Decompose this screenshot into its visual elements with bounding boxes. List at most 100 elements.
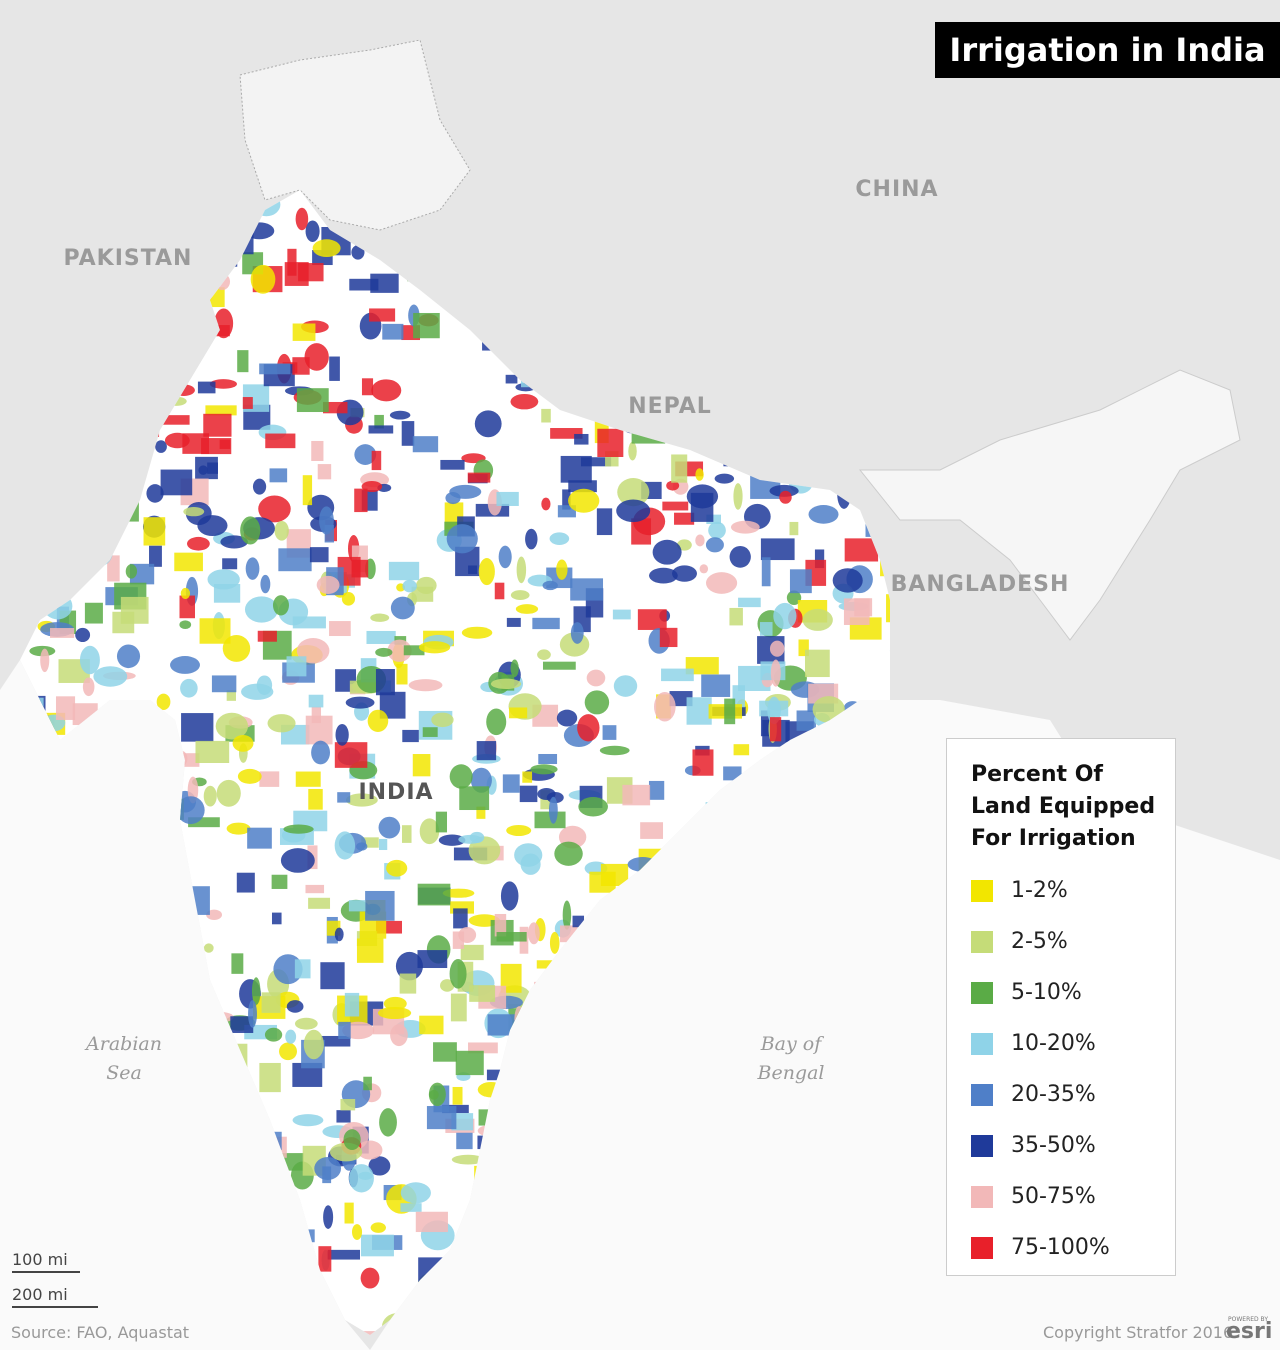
irrigation-patch (316, 575, 340, 594)
irrigation-patch (187, 286, 213, 305)
irrigation-patch (695, 468, 704, 481)
irrigation-patch (550, 428, 583, 439)
irrigation-patch (864, 358, 890, 380)
irrigation-patch (437, 223, 454, 248)
irrigation-patch (20, 490, 37, 517)
irrigation-patch (354, 488, 368, 513)
irrigation-patch (25, 530, 50, 542)
irrigation-patch (416, 576, 437, 595)
irrigation-patch (20, 318, 40, 348)
irrigation-patch (760, 538, 795, 561)
irrigation-patch (340, 1099, 356, 1111)
irrigation-patch (641, 340, 657, 363)
irrigation-patch (309, 547, 329, 563)
irrigation-patch (189, 194, 215, 224)
irrigation-patch (646, 318, 655, 333)
irrigation-patch (468, 836, 501, 865)
irrigation-patch (632, 216, 651, 234)
irrigation-patch (776, 417, 807, 427)
irrigation-patch (552, 328, 567, 346)
irrigation-patch (412, 754, 431, 777)
irrigation-patch (160, 469, 193, 496)
irrigation-patch (377, 1006, 412, 1020)
irrigation-patch (84, 602, 103, 624)
irrigation-patch (440, 459, 465, 470)
irrigation-patch (756, 326, 769, 349)
irrigation-patch (215, 190, 227, 217)
irrigation-patch (232, 734, 254, 752)
legend-swatch (971, 1083, 993, 1106)
irrigation-patch (877, 521, 890, 545)
irrigation-patch (399, 973, 417, 994)
irrigation-patch (874, 360, 884, 370)
irrigation-patch (456, 1132, 473, 1150)
irrigation-patch (20, 582, 36, 610)
irrigation-patch (75, 627, 91, 643)
irrigation-patch (616, 314, 631, 332)
irrigation-patch (361, 480, 383, 493)
irrigation-patch (292, 616, 326, 629)
irrigation-patch (451, 1154, 485, 1165)
irrigation-patch (374, 414, 384, 429)
irrigation-patch (166, 396, 187, 406)
irrigation-patch (341, 592, 356, 606)
irrigation-patch (723, 766, 742, 781)
irrigation-patch (361, 378, 374, 396)
irrigation-patch (413, 312, 440, 339)
irrigation-patch (132, 416, 160, 437)
irrigation-patch (294, 959, 311, 979)
irrigation-patch (499, 341, 519, 362)
irrigation-patch (459, 786, 490, 811)
legend-item: 1-2% (971, 865, 1175, 916)
irrigation-patch (604, 256, 630, 277)
irrigation-patch (321, 1035, 351, 1047)
irrigation-patch (843, 412, 878, 429)
irrigation-patch (203, 943, 214, 953)
irrigation-patch (200, 325, 230, 337)
irrigation-patch (260, 574, 271, 594)
irrigation-patch (498, 342, 512, 361)
sea-label: Arabian (84, 1033, 162, 1055)
irrigation-patch (292, 323, 316, 341)
irrigation-patch (759, 622, 773, 636)
irrigation-patch (49, 191, 75, 212)
irrigation-patch (258, 495, 291, 523)
irrigation-patch (527, 922, 540, 945)
irrigation-patch (860, 313, 885, 323)
irrigation-patch (180, 587, 191, 599)
irrigation-patch (510, 590, 530, 600)
irrigation-patch (789, 521, 799, 536)
irrigation-patch (142, 304, 177, 334)
irrigation-patch (250, 264, 276, 294)
irrigation-patch (351, 1224, 363, 1240)
irrigation-patch (490, 678, 522, 690)
irrigation-patch (786, 590, 802, 606)
irrigation-patch (580, 347, 615, 375)
irrigation-patch (75, 379, 109, 409)
irrigation-patch (478, 558, 495, 586)
irrigation-patch (886, 390, 890, 400)
irrigation-patch (574, 262, 585, 286)
irrigation-patch (89, 536, 113, 566)
irrigation-patch (26, 528, 59, 541)
legend-item: 10-20% (971, 1018, 1175, 1069)
irrigation-patch (577, 256, 597, 273)
irrigation-patch (811, 404, 826, 413)
irrigation-patch (248, 1000, 257, 1028)
irrigation-patch (103, 444, 113, 455)
irrigation-patch (577, 316, 607, 328)
irrigation-patch (510, 659, 519, 678)
irrigation-patch (676, 323, 691, 354)
irrigation-patch (839, 227, 868, 243)
irrigation-patch (338, 1021, 351, 1039)
irrigation-patch (73, 454, 89, 467)
irrigation-patch (244, 222, 275, 240)
irrigation-patch (534, 250, 560, 275)
irrigation-patch (664, 348, 687, 358)
irrigation-patch (574, 433, 589, 445)
irrigation-patch (33, 551, 57, 562)
irrigation-patch (259, 771, 280, 787)
irrigation-patch (396, 663, 408, 685)
irrigation-patch (602, 346, 619, 364)
irrigation-patch (862, 236, 890, 248)
